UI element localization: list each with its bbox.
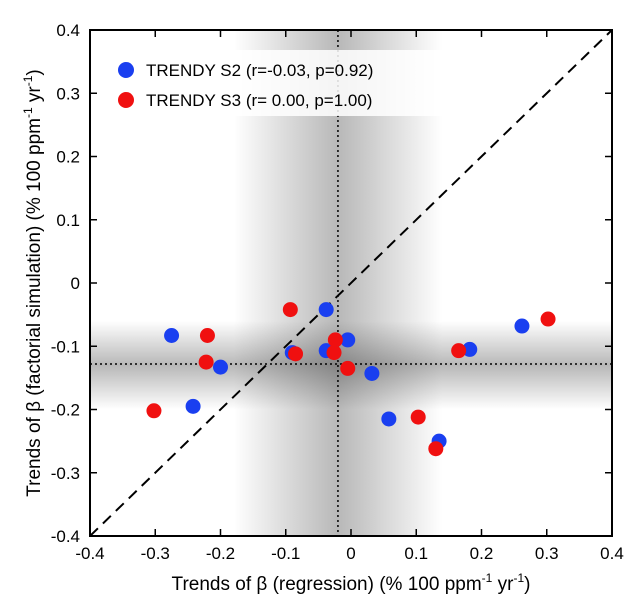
point-s3-5	[327, 332, 343, 348]
legend-entry-s2: TRENDY S2 (r=-0.03, p=0.92)	[146, 61, 373, 80]
x-tick-label: 0	[346, 544, 355, 563]
y-axis-label: Trends of β (factorial simulation) (% 10…	[21, 69, 45, 497]
x-tick-label: -0.4	[75, 544, 104, 563]
y-tick-label: 0.3	[56, 84, 80, 103]
point-s2-7	[364, 365, 380, 381]
legend-background	[102, 50, 447, 116]
y-tick-label: -0.1	[51, 337, 80, 356]
point-s3-6	[326, 345, 342, 361]
point-s3-7	[340, 360, 356, 376]
point-s3-0	[146, 403, 162, 419]
point-s2-8	[381, 411, 397, 427]
y-tick-label: -0.4	[51, 527, 80, 546]
y-tick-label: 0.2	[56, 148, 80, 167]
y-tick-label: 0	[71, 274, 80, 293]
point-s3-8	[410, 409, 426, 425]
point-s2-1	[185, 398, 201, 414]
x-tick-label: -0.3	[141, 544, 170, 563]
point-s2-2	[213, 359, 228, 375]
x-tick-label: 0.3	[535, 544, 559, 563]
point-s2-10	[462, 341, 478, 357]
x-tick-label: 0.2	[470, 544, 494, 563]
identity-dashed-line	[90, 30, 612, 536]
point-s3-11	[540, 311, 556, 327]
data-points	[146, 302, 556, 457]
x-tick-label: -0.2	[206, 544, 235, 563]
point-s3-10	[451, 343, 467, 359]
point-s3-9	[428, 441, 444, 457]
x-tick-label: 0.1	[404, 544, 428, 563]
point-s3-3	[282, 302, 298, 318]
point-s2-0	[164, 327, 180, 343]
y-tick-label: -0.3	[51, 464, 80, 483]
x-tick-label: -0.1	[271, 544, 300, 563]
legend-entry-s3: TRENDY S3 (r= 0.00, p=1.00)	[146, 91, 372, 110]
point-s3-1	[199, 327, 215, 343]
point-s2-4	[318, 302, 334, 318]
x-axis-label: Trends of β (regression) (% 100 ppm-1 yr…	[172, 571, 531, 595]
axis-ticks: -0.4 -0.3 -0.2 -0.1 0 0.1 0.2 0.3 0.4 -0.4 -0.3 -0.…	[51, 21, 624, 563]
x-tick-label: 0.4	[600, 544, 624, 563]
point-s2-11	[514, 318, 530, 334]
point-s3-2	[198, 354, 214, 370]
legend-marker-s2	[118, 62, 134, 78]
legend-marker-s3	[118, 92, 134, 108]
point-s3-4	[288, 346, 304, 362]
y-tick-label: -0.2	[51, 401, 80, 420]
y-tick-label: 0.4	[56, 21, 80, 40]
legend: TRENDY S2 (r=-0.03, p=0.92) TRENDY S3 (r…	[102, 50, 447, 116]
y-tick-label: 0.1	[56, 211, 80, 230]
point-s2-6	[340, 332, 356, 348]
